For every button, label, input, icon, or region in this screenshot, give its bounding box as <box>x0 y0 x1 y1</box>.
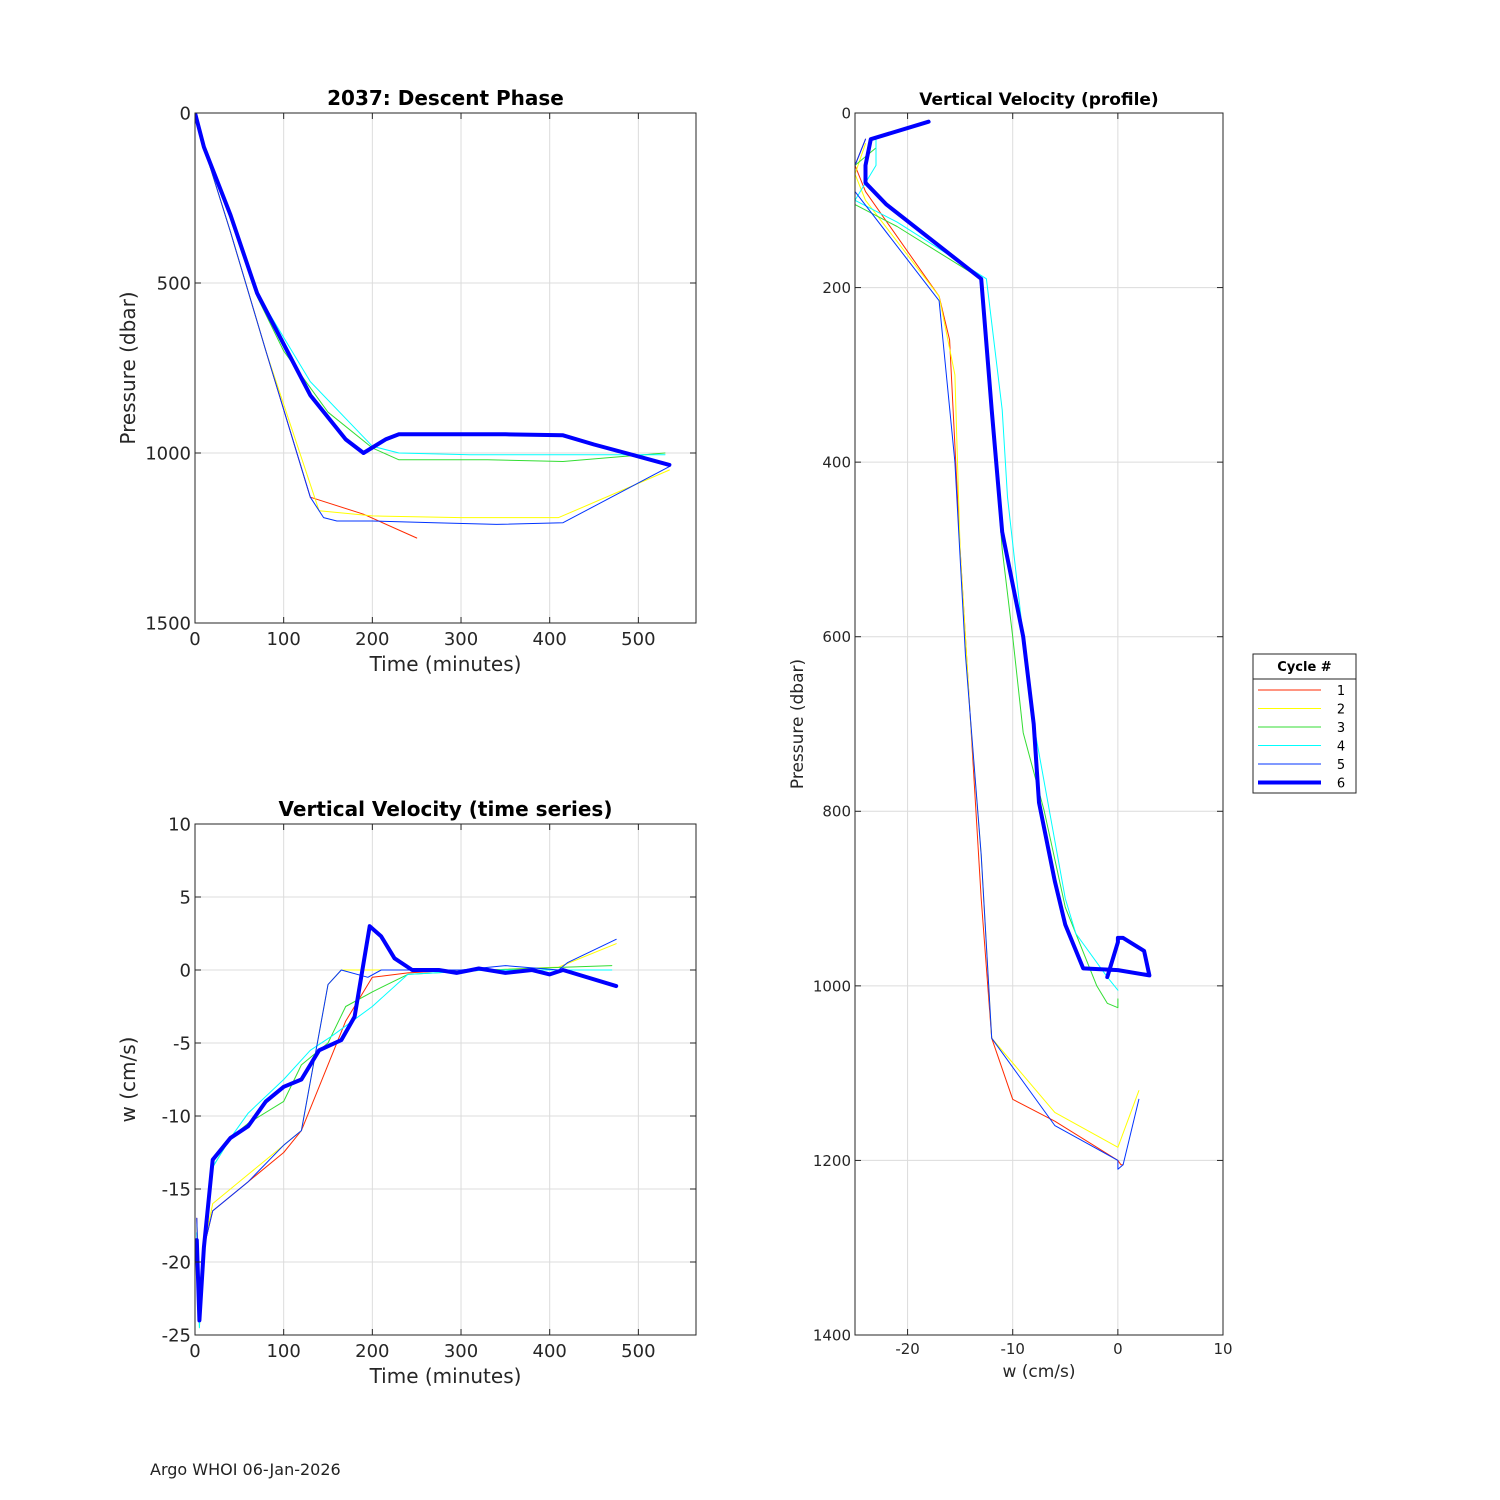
axes-frame <box>194 112 697 624</box>
y-tick-label: 400 <box>822 454 851 472</box>
x-tick-label: 400 <box>533 1341 567 1362</box>
chart-title: Vertical Velocity (profile) <box>919 90 1158 110</box>
x-tick-label: 200 <box>355 1341 389 1362</box>
x-tick-label: 0 <box>1113 1340 1123 1358</box>
legend-label-cycle-2: 2 <box>1337 703 1345 718</box>
x-tick-label: 300 <box>444 1341 478 1362</box>
y-tick-label: 0 <box>180 103 191 124</box>
y-axis-label: Pressure (dbar) <box>788 659 808 789</box>
x-tick-label: 10 <box>1213 1340 1232 1358</box>
series-line-cycle-5 <box>195 113 670 525</box>
legend-label-cycle-1: 1 <box>1337 684 1345 699</box>
x-axis-label: Time (minutes) <box>369 652 522 676</box>
y-tick-label: 1200 <box>813 1152 851 1170</box>
series-line-cycle-5 <box>855 138 1140 1170</box>
y-tick-label: -20 <box>162 1252 191 1273</box>
legend-label-cycle-4: 4 <box>1337 740 1345 755</box>
y-tick-label: 0 <box>180 960 191 981</box>
y-tick-label: 5 <box>180 887 191 908</box>
axes-frame <box>194 823 697 1336</box>
series-line-cycle-4 <box>855 138 1119 991</box>
x-tick-label: 500 <box>621 629 655 650</box>
series-line-cycle-2 <box>855 143 1140 1148</box>
descent-phase-plot: 0 100 200 300 400 500 0 500 1000 1500 2037: Descen… <box>116 86 697 676</box>
x-axis-label: Time (minutes) <box>369 1364 522 1388</box>
x-axis-label: w (cm/s) <box>1002 1362 1075 1382</box>
y-tick-label: 800 <box>822 803 851 821</box>
velocity-time-series-plot: 0 100 200 300 400 500 -25 -20 -15 -10 -5 0 5 10 Vertic… <box>116 797 697 1388</box>
chart-title: 2037: Descent Phase <box>327 86 564 110</box>
x-tick-label: 100 <box>266 1341 300 1362</box>
legend-title: Cycle # <box>1277 660 1332 675</box>
x-tick-label: -10 <box>1000 1340 1025 1358</box>
legend-label-cycle-5: 5 <box>1337 758 1345 773</box>
y-axis-label: w (cm/s) <box>116 1037 140 1123</box>
y-tick-label: 1000 <box>145 443 191 464</box>
axes-frame <box>854 112 1224 1336</box>
legend-label-cycle-6: 6 <box>1337 777 1345 792</box>
y-tick-label: 500 <box>157 273 191 294</box>
x-tick-label: -20 <box>895 1340 920 1358</box>
footer-credit: Argo WHOI 06-Jan-2026 <box>150 1460 341 1479</box>
x-tick-label: 0 <box>189 1341 200 1362</box>
y-tick-label: 1400 <box>813 1326 851 1344</box>
legend-label-cycle-3: 3 <box>1337 721 1345 736</box>
series-line-cycle-6 <box>195 113 672 467</box>
chart-title: Vertical Velocity (time series) <box>279 797 613 821</box>
y-tick-label: 1500 <box>145 613 191 634</box>
x-tick-label: 0 <box>189 629 200 650</box>
y-tick-label: -15 <box>162 1179 191 1200</box>
legend: Cycle # 1 2 3 4 5 6 <box>1252 653 1357 794</box>
y-axis-label: Pressure (dbar) <box>116 291 140 444</box>
y-tick-label: -25 <box>162 1325 191 1346</box>
legend-box <box>1252 653 1357 794</box>
x-tick-label: 400 <box>533 629 567 650</box>
x-tick-label: 300 <box>444 629 478 650</box>
x-tick-label: 100 <box>266 629 300 650</box>
series-line-cycle-6 <box>863 119 1152 980</box>
series-line-cycle-6 <box>195 924 619 1323</box>
series-line-cycle-1 <box>855 138 1124 1166</box>
y-tick-label: -10 <box>162 1106 191 1127</box>
x-tick-label: 500 <box>621 1341 655 1362</box>
y-tick-label: 0 <box>841 104 851 122</box>
y-tick-label: 10 <box>168 814 191 835</box>
y-tick-label: 200 <box>822 279 851 297</box>
y-tick-label: 600 <box>822 628 851 646</box>
series-line-cycle-3 <box>855 147 1119 1009</box>
x-tick-label: 200 <box>355 629 389 650</box>
y-tick-label: -5 <box>173 1033 191 1054</box>
series-line-cycle-5 <box>196 938 617 1321</box>
y-tick-label: 1000 <box>813 977 851 995</box>
velocity-profile-plot: -20 -10 0 100200400600800100012001400Vertic… <box>788 90 1233 1382</box>
